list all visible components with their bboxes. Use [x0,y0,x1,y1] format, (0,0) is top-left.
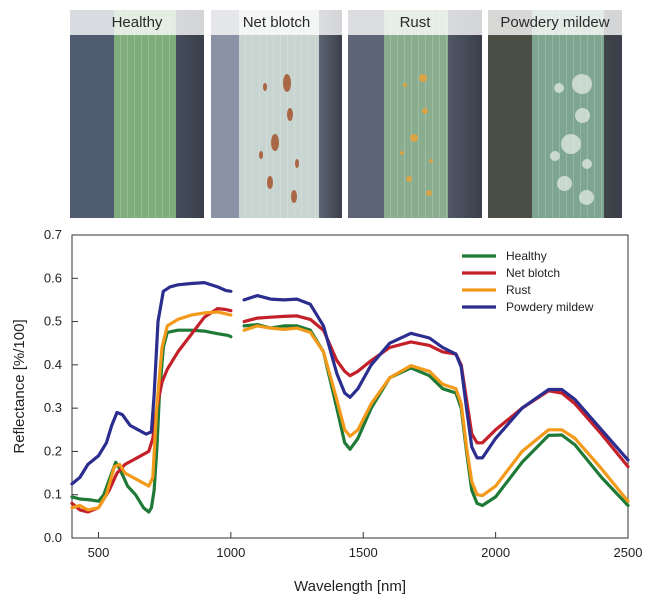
lesion-spot [295,159,299,168]
lesion-spot [422,108,429,114]
y-tick-label: 0.2 [44,443,62,458]
photo-label: Healthy [70,10,204,35]
photo-label: Powdery mildew [488,10,622,35]
lesion-spot [582,159,593,169]
x-axis-title: Wavelength [nm] [294,578,406,595]
lesion-spot [553,82,564,93]
lesion-spot [263,82,267,92]
legend-label: Rust [506,283,531,297]
x-tick-label: 2000 [481,545,510,560]
reflectance-chart: 500 1000 1500 2000 2500 0.0 0.1 0.2 0.3 0.4 0.5 0.6… [11,227,643,595]
lesion-spot [403,82,408,87]
photo-panel-healthy: Healthy [70,10,204,218]
lesion-spot [419,74,428,82]
series-rust [70,310,630,512]
lesion-spot [283,74,291,92]
lesion-spot [409,133,418,142]
lesion-spot [560,133,581,154]
y-tick-label: 0.4 [44,357,62,372]
y-tick-label: 0.3 [44,400,62,415]
lesion-spot [406,176,413,182]
photo-panel-rust: Rust [348,10,482,218]
series-line [70,281,233,486]
lesion-spot [578,189,594,205]
series-powdery-mildew [70,281,630,486]
lesion-spot [428,159,433,163]
photo-panel-net-blotch: Net blotch [211,10,342,218]
series-line [242,324,630,503]
y-tick-label: 0.7 [44,227,62,242]
y-tick-label: 0.1 [44,487,62,502]
photo-label: Net blotch [211,10,342,35]
lesion-spot [271,133,279,152]
x-tick-label: 2500 [614,545,643,560]
x-tick-label: 1500 [349,545,378,560]
leaf-image [114,10,176,218]
lesion-spot [259,150,263,160]
series-line [242,294,630,462]
lesion-spot [291,189,297,203]
series-line [242,323,630,508]
series-lines [70,281,630,514]
series-line [70,310,233,512]
photo-panel-powdery-mildew: Powdery mildew [488,10,622,218]
series-line [242,314,630,469]
disease-photo-strip: Healthy Net blotch Rust Powdery mildew [70,10,622,218]
legend-label: Healthy [506,249,547,263]
y-tick-label: 0.6 [44,270,62,285]
lesion-spot [550,150,560,161]
lesion-spot [571,74,592,94]
y-tick-label: 0.0 [44,530,62,545]
lesion-spot [425,189,432,196]
leaf-image [384,10,448,218]
lesion-spot [267,176,273,190]
legend-label: Powdery mildew [506,300,594,314]
x-tick-label: 500 [88,545,110,560]
lesion-spot [557,176,573,191]
x-tick-label: 1000 [216,545,245,560]
lesion-spot [287,108,293,122]
plot-frame [71,234,629,539]
lesion-spot [575,108,591,123]
photo-label: Rust [348,10,482,35]
legend-label: Net blotch [506,266,560,280]
y-axis-title: Reflectance [%/100] [11,319,28,453]
lesion-spot [400,150,404,155]
axes: 500 1000 1500 2000 2500 0.0 0.1 0.2 0.3 0.4 0.5 0.6… [44,227,643,560]
legend: Healthy Net blotch Rust Powdery mildew [462,249,594,314]
y-tick-label: 0.5 [44,314,62,329]
leaf-image [239,10,319,218]
